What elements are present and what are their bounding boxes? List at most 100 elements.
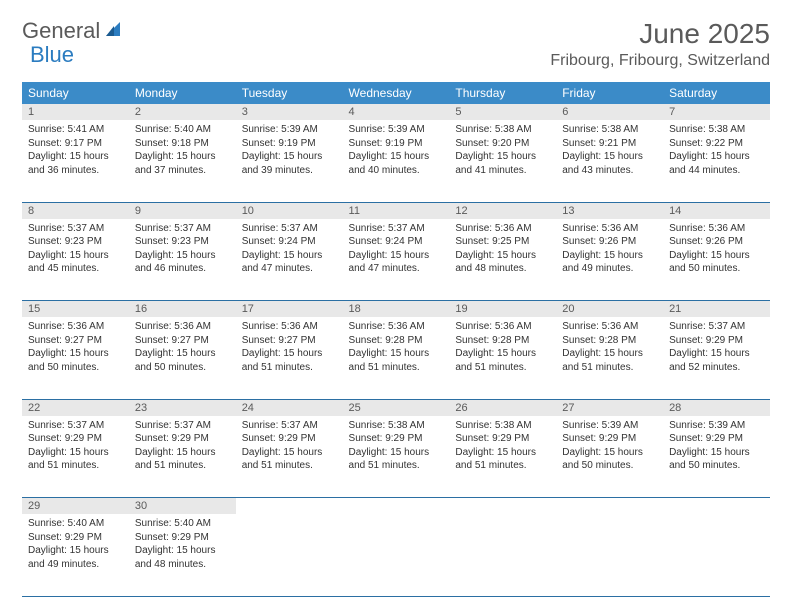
sunset-text: Sunset: 9:29 PM xyxy=(669,432,764,446)
day-data-cell: Sunrise: 5:38 AMSunset: 9:29 PMDaylight:… xyxy=(449,416,556,498)
daylight-text-2: and 41 minutes. xyxy=(455,164,550,178)
daylight-text-2: and 48 minutes. xyxy=(455,262,550,276)
day-number-cell: 5 xyxy=(449,104,556,120)
sunrise-text: Sunrise: 5:36 AM xyxy=(135,320,230,334)
day-number-cell: 6 xyxy=(556,104,663,120)
sunrise-text: Sunrise: 5:36 AM xyxy=(455,222,550,236)
daylight-text-1: Daylight: 15 hours xyxy=(242,347,337,361)
daylight-text-1: Daylight: 15 hours xyxy=(455,446,550,460)
sunrise-text: Sunrise: 5:38 AM xyxy=(349,419,444,433)
sunset-text: Sunset: 9:18 PM xyxy=(135,137,230,151)
daylight-text-1: Daylight: 15 hours xyxy=(28,347,123,361)
day-data-cell: Sunrise: 5:36 AMSunset: 9:28 PMDaylight:… xyxy=(556,317,663,399)
sunrise-text: Sunrise: 5:37 AM xyxy=(28,419,123,433)
day-number-cell: 28 xyxy=(663,399,770,416)
day-number-cell: 4 xyxy=(343,104,450,120)
sunrise-text: Sunrise: 5:36 AM xyxy=(349,320,444,334)
day-data-cell: Sunrise: 5:40 AMSunset: 9:18 PMDaylight:… xyxy=(129,120,236,202)
sunset-text: Sunset: 9:29 PM xyxy=(135,531,230,545)
daylight-text-2: and 51 minutes. xyxy=(455,361,550,375)
daylight-text-2: and 46 minutes. xyxy=(135,262,230,276)
sunset-text: Sunset: 9:29 PM xyxy=(28,432,123,446)
sunrise-text: Sunrise: 5:39 AM xyxy=(562,419,657,433)
day-data-cell: Sunrise: 5:39 AMSunset: 9:29 PMDaylight:… xyxy=(663,416,770,498)
daylight-text-2: and 52 minutes. xyxy=(669,361,764,375)
daylight-text-2: and 50 minutes. xyxy=(669,262,764,276)
sunrise-text: Sunrise: 5:38 AM xyxy=(669,123,764,137)
day-data-row: Sunrise: 5:40 AMSunset: 9:29 PMDaylight:… xyxy=(22,514,770,596)
day-number-cell xyxy=(449,498,556,515)
logo-text-general: General xyxy=(22,18,100,44)
day-number-cell: 23 xyxy=(129,399,236,416)
logo-blue-text: Blue xyxy=(30,42,74,68)
daylight-text-2: and 50 minutes. xyxy=(135,361,230,375)
daylight-text-1: Daylight: 15 hours xyxy=(242,446,337,460)
sunrise-text: Sunrise: 5:36 AM xyxy=(242,320,337,334)
sunrise-text: Sunrise: 5:36 AM xyxy=(455,320,550,334)
sunrise-text: Sunrise: 5:36 AM xyxy=(28,320,123,334)
daylight-text-1: Daylight: 15 hours xyxy=(562,249,657,263)
day-data-cell: Sunrise: 5:36 AMSunset: 9:28 PMDaylight:… xyxy=(449,317,556,399)
title-block: June 2025 Fribourg, Fribourg, Switzerlan… xyxy=(550,18,770,70)
calendar-table: Sunday Monday Tuesday Wednesday Thursday… xyxy=(22,82,770,597)
sunrise-text: Sunrise: 5:39 AM xyxy=(669,419,764,433)
daylight-text-1: Daylight: 15 hours xyxy=(349,347,444,361)
daylight-text-1: Daylight: 15 hours xyxy=(455,249,550,263)
sunset-text: Sunset: 9:26 PM xyxy=(562,235,657,249)
sunset-text: Sunset: 9:23 PM xyxy=(28,235,123,249)
daylight-text-1: Daylight: 15 hours xyxy=(669,150,764,164)
location: Fribourg, Fribourg, Switzerland xyxy=(550,52,770,70)
daylight-text-2: and 47 minutes. xyxy=(242,262,337,276)
day-data-cell xyxy=(343,514,450,596)
day-data-cell: Sunrise: 5:36 AMSunset: 9:25 PMDaylight:… xyxy=(449,219,556,301)
day-number-cell: 16 xyxy=(129,301,236,318)
day-data-cell: Sunrise: 5:40 AMSunset: 9:29 PMDaylight:… xyxy=(22,514,129,596)
day-number-cell: 14 xyxy=(663,202,770,219)
sunrise-text: Sunrise: 5:39 AM xyxy=(349,123,444,137)
day-data-cell: Sunrise: 5:40 AMSunset: 9:29 PMDaylight:… xyxy=(129,514,236,596)
daylight-text-2: and 51 minutes. xyxy=(242,459,337,473)
sunrise-text: Sunrise: 5:41 AM xyxy=(28,123,123,137)
daylight-text-2: and 50 minutes. xyxy=(28,361,123,375)
weekday-header: Saturday xyxy=(663,82,770,104)
day-data-cell: Sunrise: 5:39 AMSunset: 9:19 PMDaylight:… xyxy=(343,120,450,202)
sunset-text: Sunset: 9:17 PM xyxy=(28,137,123,151)
daylight-text-1: Daylight: 15 hours xyxy=(28,446,123,460)
logo-text-blue: Blue xyxy=(30,42,74,67)
day-data-cell xyxy=(449,514,556,596)
daylight-text-1: Daylight: 15 hours xyxy=(135,249,230,263)
day-data-cell xyxy=(556,514,663,596)
logo: General xyxy=(22,18,124,44)
sunset-text: Sunset: 9:27 PM xyxy=(135,334,230,348)
sunset-text: Sunset: 9:29 PM xyxy=(28,531,123,545)
day-number-cell: 25 xyxy=(343,399,450,416)
sunrise-text: Sunrise: 5:38 AM xyxy=(562,123,657,137)
sunset-text: Sunset: 9:29 PM xyxy=(242,432,337,446)
day-number-cell: 2 xyxy=(129,104,236,120)
daylight-text-1: Daylight: 15 hours xyxy=(562,347,657,361)
sunset-text: Sunset: 9:29 PM xyxy=(349,432,444,446)
sunrise-text: Sunrise: 5:37 AM xyxy=(242,222,337,236)
weekday-header: Monday xyxy=(129,82,236,104)
day-number-cell xyxy=(663,498,770,515)
day-data-cell xyxy=(236,514,343,596)
day-number-cell: 8 xyxy=(22,202,129,219)
day-data-cell: Sunrise: 5:38 AMSunset: 9:20 PMDaylight:… xyxy=(449,120,556,202)
day-number-cell: 29 xyxy=(22,498,129,515)
day-data-row: Sunrise: 5:37 AM Sunset: 9:23 PM Daylight:… xyxy=(22,219,770,301)
header: General June 2025 Fribourg, Fribourg, Sw… xyxy=(22,18,770,70)
daylight-text-2: and 51 minutes. xyxy=(135,459,230,473)
sunrise-text: Sunrise: 5:38 AM xyxy=(455,419,550,433)
daylight-text-2: and 39 minutes. xyxy=(242,164,337,178)
day-number-cell xyxy=(236,498,343,515)
weekday-header: Tuesday xyxy=(236,82,343,104)
sunset-text: Sunset: 9:27 PM xyxy=(28,334,123,348)
day-data-cell: Sunrise: 5:37 AMSunset: 9:29 PMDaylight:… xyxy=(129,416,236,498)
day-data-cell: Sunrise: 5:37 AMSunset: 9:29 PMDaylight:… xyxy=(236,416,343,498)
daylight-text-2: and 50 minutes. xyxy=(669,459,764,473)
daylight-text-1: Daylight: 15 hours xyxy=(28,150,123,164)
daylight-text-1: Daylight: 15 hours xyxy=(242,150,337,164)
day-data-cell: Sunrise: 5:37 AMSunset: 9:24 PMDaylight:… xyxy=(236,219,343,301)
sunrise-text: Sunrise: 5:37 AM xyxy=(135,222,230,236)
day-number-cell: 20 xyxy=(556,301,663,318)
